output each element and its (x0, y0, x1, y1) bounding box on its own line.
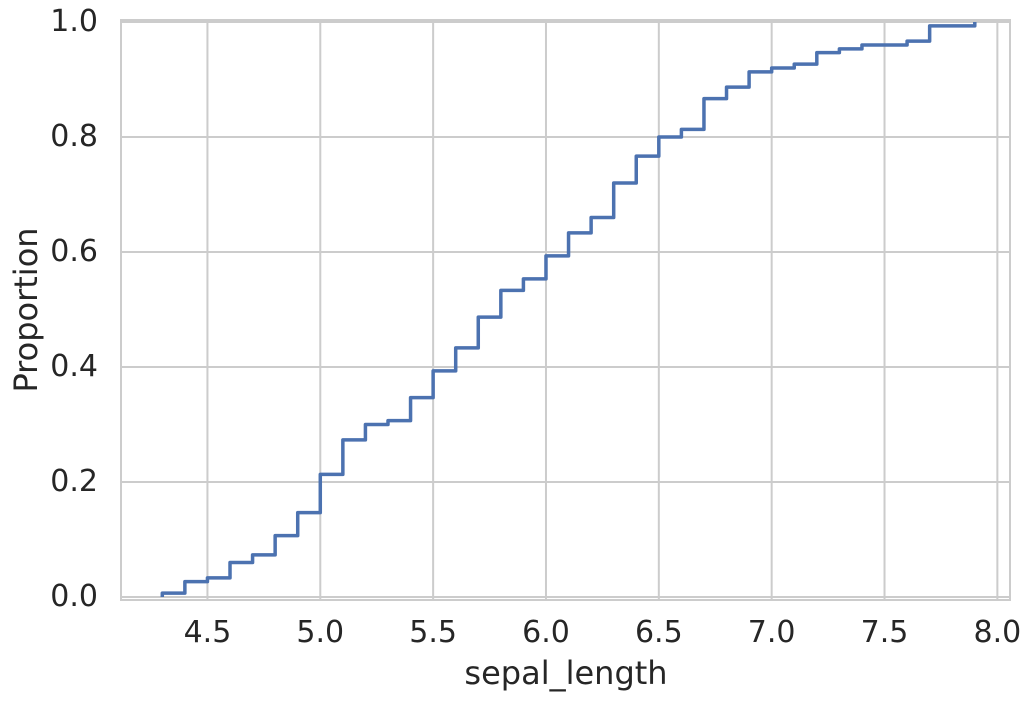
y-tick-label: 0.4 (50, 349, 98, 384)
x-tick-label: 7.0 (747, 615, 796, 650)
plot-border (120, 19, 1011, 601)
x-tick-label: 8.0 (973, 615, 1022, 650)
y-tick-label: 1.0 (50, 4, 98, 39)
x-tick-label: 5.0 (296, 615, 345, 650)
y-axis-label: Proportion (7, 227, 45, 393)
y-tick-label: 0.6 (50, 234, 98, 269)
x-tick-label: 6.0 (522, 615, 570, 650)
x-tick-label: 7.5 (860, 615, 909, 650)
x-axis-label: sepal_length (464, 654, 668, 692)
x-tick-label: 5.5 (409, 615, 457, 650)
ecdf-line (160, 22, 977, 598)
x-tick-label: 6.5 (634, 615, 683, 650)
y-tick-label: 0.0 (50, 579, 98, 614)
y-tick-label: 0.8 (50, 119, 98, 154)
x-tick-label: 4.5 (183, 615, 232, 650)
y-tick-label: 0.2 (50, 464, 98, 499)
